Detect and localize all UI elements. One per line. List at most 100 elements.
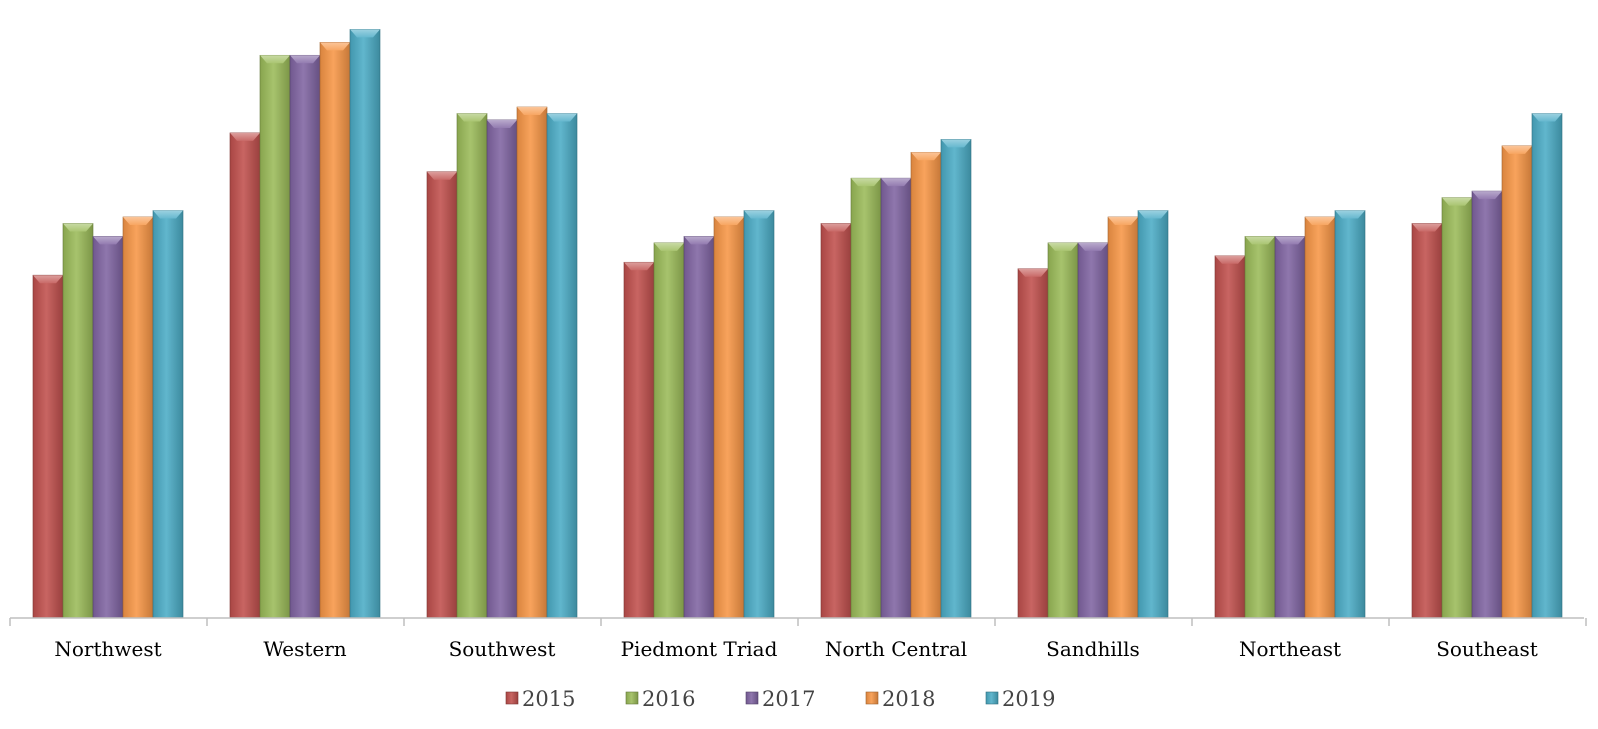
category-labels: Northwest Western Southwest Piedmont Triad N… [54, 637, 1537, 661]
bar [486, 119, 518, 619]
bar [259, 54, 291, 619]
bar-cap [821, 223, 851, 232]
legend-swatch [625, 691, 639, 705]
bar [880, 177, 912, 619]
category-label: Sandhills [1046, 637, 1140, 661]
legend-swatch [745, 691, 759, 705]
bar [32, 274, 64, 619]
bar [910, 151, 942, 619]
bar-cap [911, 152, 941, 161]
legend-swatch [865, 691, 879, 705]
bar [1214, 255, 1246, 619]
bar-cap [1532, 113, 1562, 122]
bar [1441, 197, 1473, 619]
bar [1304, 216, 1336, 619]
legend-label: 2016 [642, 687, 695, 711]
bar-cap [350, 29, 380, 38]
bar [623, 261, 655, 619]
bar-cap [547, 113, 577, 122]
bar [940, 139, 972, 619]
bar [1334, 210, 1366, 619]
bar-cap [1108, 216, 1138, 225]
category-label: Northwest [54, 637, 161, 661]
bar [319, 42, 351, 619]
bar [1244, 236, 1276, 619]
bar-cap [881, 178, 911, 187]
bar [743, 210, 775, 619]
bar-cap [684, 236, 714, 245]
legend-item: 2018 [865, 687, 935, 711]
bar-cap [1305, 216, 1335, 225]
bar-cap [260, 55, 290, 64]
bar [820, 223, 852, 619]
bar-cap [1502, 145, 1532, 154]
bar-group [1017, 210, 1169, 619]
bar-cap [153, 210, 183, 219]
bar-cap [320, 42, 350, 51]
bar-cap [63, 223, 93, 232]
category-label: Southwest [449, 637, 556, 661]
bar-cap [1018, 268, 1048, 277]
bar [1501, 145, 1533, 619]
bar-cap [230, 132, 260, 141]
bar-cap [123, 216, 153, 225]
bar-cap [1245, 236, 1275, 245]
bar [713, 216, 745, 619]
bar [1107, 216, 1139, 619]
bar-cap [1442, 197, 1472, 206]
bar [1471, 190, 1503, 619]
bar-cap [1078, 242, 1108, 251]
bar [426, 171, 458, 619]
bar-cap [744, 210, 774, 219]
bar-group [32, 210, 184, 619]
legend-label: 2018 [882, 687, 935, 711]
bar-cap [487, 119, 517, 128]
bar-cap [427, 171, 457, 180]
bar-cap [624, 262, 654, 271]
legend: 2015 2016 2017 2018 2019 [505, 687, 1055, 711]
category-label: North Central [825, 637, 967, 661]
bar-cap [290, 55, 320, 64]
legend-swatch [985, 691, 999, 705]
bar [229, 132, 261, 619]
bar [1531, 113, 1563, 619]
bar-group [1214, 210, 1366, 619]
bar-cap [1138, 210, 1168, 219]
bar [1077, 242, 1109, 619]
bar-group [623, 210, 775, 619]
bar-cap [1412, 223, 1442, 232]
bar-cap [1048, 242, 1078, 251]
legend-item: 2016 [625, 687, 695, 711]
category-label: Western [263, 637, 346, 661]
bar [546, 113, 578, 619]
bar-cap [654, 242, 684, 251]
bar-group [426, 106, 578, 619]
bar [683, 236, 715, 619]
bar [152, 210, 184, 619]
bar-cap [1215, 255, 1245, 264]
bar-group [820, 139, 972, 619]
bar [516, 106, 548, 619]
bar-cap [1335, 210, 1365, 219]
bars-layer [32, 29, 1563, 619]
bar [1274, 236, 1306, 619]
bar [1017, 268, 1049, 619]
bar-cap [851, 178, 881, 187]
x-axis [9, 617, 1587, 626]
bar [349, 29, 381, 619]
category-label: Northeast [1239, 637, 1341, 661]
legend-label: 2017 [762, 687, 815, 711]
bar [653, 242, 685, 619]
category-label: Piedmont Triad [621, 637, 778, 661]
bar-cap [1275, 236, 1305, 245]
bar [1137, 210, 1169, 619]
bar [456, 113, 488, 619]
bar-cap [33, 275, 63, 284]
bar-cap [517, 107, 547, 116]
bar [122, 216, 154, 619]
category-label: Southeast [1436, 637, 1538, 661]
bar [850, 177, 882, 619]
bar [1047, 242, 1079, 619]
legend-label: 2015 [522, 687, 575, 711]
